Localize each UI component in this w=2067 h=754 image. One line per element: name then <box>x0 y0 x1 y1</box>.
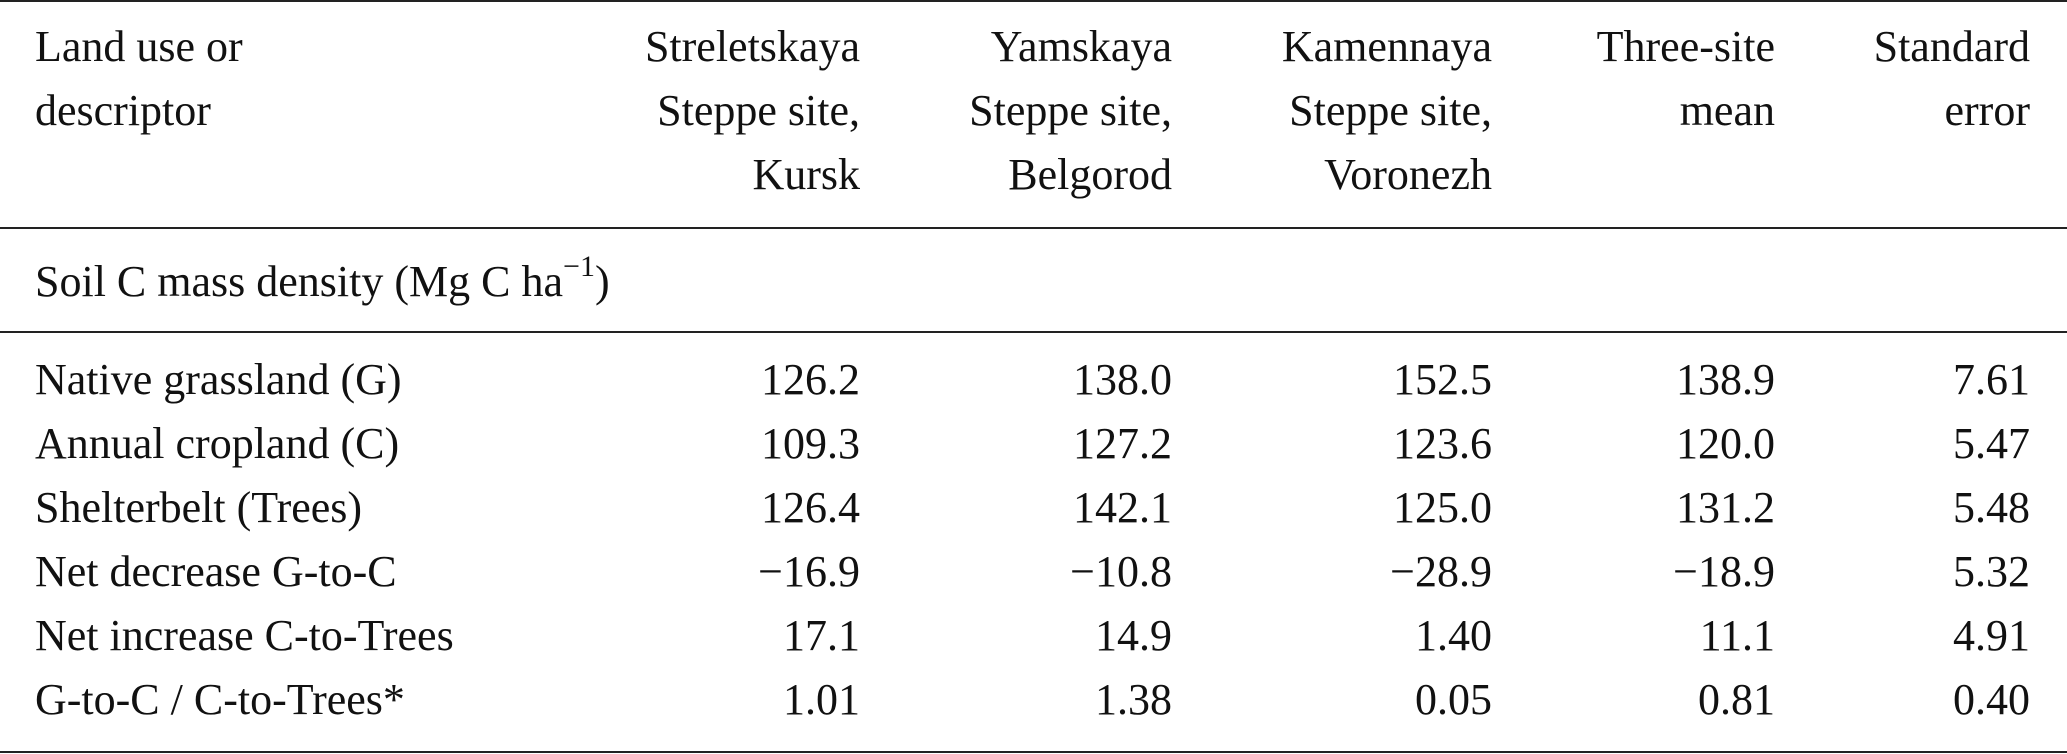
value-cell: 138.9 <box>1676 355 1775 404</box>
header-cell: Steppe site, <box>657 86 860 135</box>
value-cell: 131.2 <box>1676 483 1775 532</box>
header-cell: descriptor <box>35 86 211 135</box>
row-label: Net decrease G-to-C <box>35 547 397 596</box>
value-cell: 152.5 <box>1393 355 1492 404</box>
value-cell: 1.40 <box>1415 611 1492 660</box>
section-sup: −1 <box>563 250 595 284</box>
top-rule <box>0 0 2067 2</box>
header-cell: mean <box>1679 86 1775 135</box>
header-cell: Belgorod <box>1008 150 1172 199</box>
header-cell: Streletskaya <box>644 22 860 71</box>
value-cell: 1.01 <box>783 675 860 724</box>
value-cell: 142.1 <box>1073 483 1172 532</box>
header-cell: Standard <box>1873 22 2030 71</box>
header-cell: Voronezh <box>1324 150 1492 199</box>
header-cell: Land use or <box>35 22 243 71</box>
header-cell: Steppe site, <box>1289 86 1492 135</box>
value-cell: 0.40 <box>1953 675 2030 724</box>
value-cell: 127.2 <box>1073 419 1172 468</box>
header-cell: Steppe site, <box>969 86 1172 135</box>
bottom-rule <box>0 751 2067 753</box>
value-cell: 0.81 <box>1698 675 1775 724</box>
header-cell: Kursk <box>752 150 860 199</box>
value-cell: 5.32 <box>1953 547 2030 596</box>
value-cell: 4.91 <box>1953 611 2030 660</box>
value-cell: 7.61 <box>1953 355 2030 404</box>
value-cell: 138.0 <box>1073 355 1172 404</box>
value-cell: 14.9 <box>1095 611 1172 660</box>
value-cell: −10.8 <box>1070 547 1172 596</box>
row-label: Net increase C-to-Trees <box>35 611 454 660</box>
header-cell: Yamskaya <box>990 22 1172 71</box>
value-cell: 123.6 <box>1393 419 1492 468</box>
value-cell: −16.9 <box>758 547 860 596</box>
row-label: G-to-C / C-to-Trees* <box>35 675 405 724</box>
value-cell: 120.0 <box>1676 419 1775 468</box>
section-rule <box>0 331 2067 333</box>
value-cell: −28.9 <box>1390 547 1492 596</box>
value-cell: 1.38 <box>1095 675 1172 724</box>
value-cell: 5.47 <box>1953 419 2030 468</box>
value-cell: 125.0 <box>1393 483 1492 532</box>
section-label: Soil C mass density (Mg C ha−1) <box>35 250 610 314</box>
row-label: Native grassland (G) <box>35 355 402 404</box>
value-cell: 17.1 <box>783 611 860 660</box>
value-cell: 11.1 <box>1699 611 1775 660</box>
value-cell: −18.9 <box>1673 547 1775 596</box>
header-rule <box>0 227 2067 229</box>
value-cell: 0.05 <box>1415 675 1492 724</box>
row-label: Annual cropland (C) <box>35 419 400 468</box>
row-label: Shelterbelt (Trees) <box>35 483 363 532</box>
value-cell: 126.4 <box>761 483 860 532</box>
header-cell: Three-site <box>1596 22 1775 71</box>
section-text: Soil C mass density (Mg C ha <box>35 257 564 306</box>
value-cell: 109.3 <box>761 419 860 468</box>
section-after: ) <box>594 257 610 306</box>
header-cell: error <box>1944 86 2031 135</box>
value-cell: 5.48 <box>1953 483 2030 532</box>
value-cell: 126.2 <box>761 355 860 404</box>
header-cell: Kamennaya <box>1281 22 1492 71</box>
